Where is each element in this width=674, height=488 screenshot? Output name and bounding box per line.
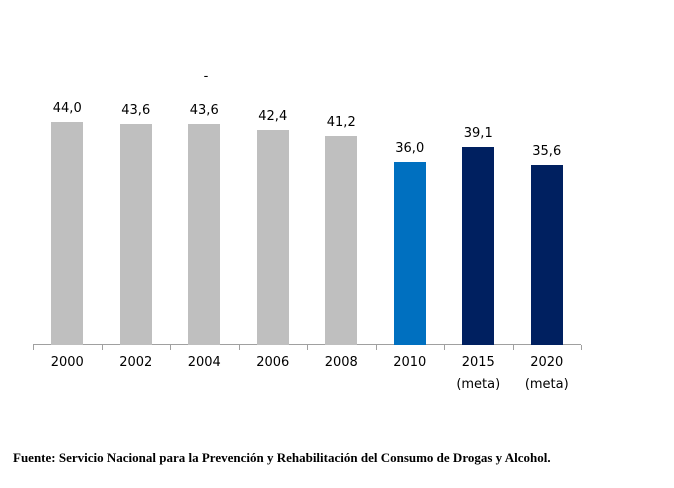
x-axis-tick bbox=[170, 345, 171, 350]
x-axis-label-2008: 2008 bbox=[324, 355, 358, 370]
bar-2008 bbox=[325, 136, 358, 345]
x-axis-sublabel-2020: (meta) bbox=[524, 377, 569, 392]
chart-title: - bbox=[203, 69, 209, 84]
x-axis-label-2004: 2004 bbox=[187, 355, 221, 370]
value-label-2020: 35,6 bbox=[532, 143, 562, 159]
value-label-2002: 43,6 bbox=[121, 102, 151, 118]
value-label-2008: 41,2 bbox=[326, 115, 356, 131]
x-axis-label-2000: 2000 bbox=[50, 355, 84, 370]
bar-2015 bbox=[462, 146, 495, 345]
bar-2002 bbox=[119, 123, 152, 345]
bar-2010 bbox=[393, 162, 426, 345]
source-note: Fuente: Servicio Nacional para la Preven… bbox=[13, 450, 551, 465]
x-axis-tick bbox=[444, 345, 445, 350]
x-axis-tick bbox=[581, 345, 582, 350]
x-axis-sublabel-2015: (meta) bbox=[456, 377, 501, 392]
x-axis-label-2006: 2006 bbox=[256, 355, 290, 370]
bar-2000 bbox=[51, 121, 84, 345]
x-axis-tick bbox=[307, 345, 308, 350]
bar-2006 bbox=[256, 130, 289, 345]
x-axis-tick bbox=[512, 345, 514, 350]
value-label-2015: 39,1 bbox=[463, 125, 493, 141]
x-axis-label-2015: 2015 bbox=[461, 355, 495, 370]
value-label-2006: 42,4 bbox=[258, 109, 288, 125]
x-axis-line bbox=[33, 344, 581, 345]
value-label-2010: 36,0 bbox=[395, 141, 425, 157]
bar-2020 bbox=[530, 164, 563, 345]
x-axis-label-2020: 2020 bbox=[530, 355, 564, 370]
x-axis-tick bbox=[33, 345, 34, 350]
bar-2004 bbox=[188, 123, 221, 345]
value-label-2000: 44,0 bbox=[52, 100, 82, 116]
value-label-2004: 43,6 bbox=[189, 102, 219, 118]
x-axis-tick bbox=[101, 345, 103, 350]
x-axis-label-2002: 2002 bbox=[119, 355, 153, 370]
x-axis-tick bbox=[238, 345, 240, 350]
x-axis-label-2010: 2010 bbox=[393, 355, 427, 370]
x-axis-tick bbox=[375, 345, 377, 350]
